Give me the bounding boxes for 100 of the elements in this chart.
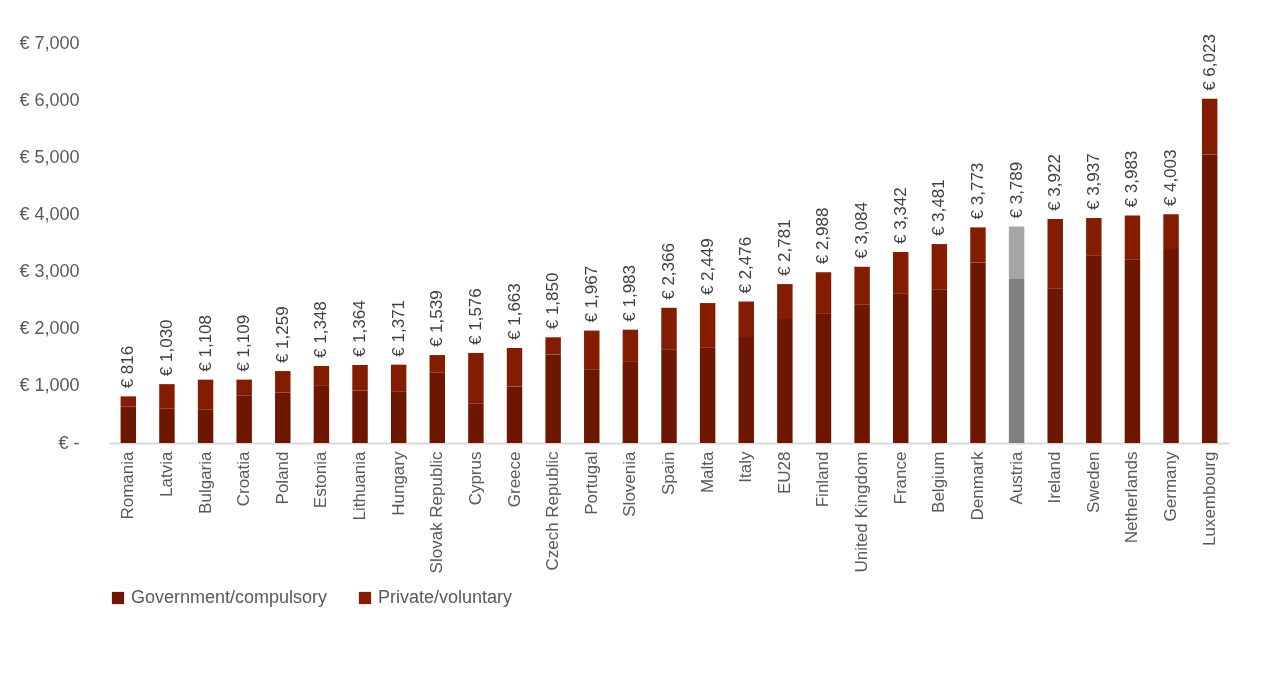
x-tick-label: Estonia xyxy=(311,450,331,509)
total-label: € 3,789 xyxy=(1006,161,1026,219)
x-tick-label: Netherlands xyxy=(1122,451,1142,544)
bar xyxy=(854,266,870,305)
bar xyxy=(622,329,639,362)
bar xyxy=(815,272,832,314)
x-tick-label: Italy xyxy=(736,451,756,483)
bar xyxy=(1201,154,1218,443)
bar xyxy=(352,365,368,391)
bar xyxy=(506,347,523,387)
total-label: € 1,967 xyxy=(581,265,601,323)
x-tick-label: Ireland xyxy=(1045,451,1065,504)
total-label: € 1,576 xyxy=(465,288,485,345)
bar xyxy=(661,307,677,350)
bar xyxy=(236,395,252,443)
bar xyxy=(1047,218,1063,289)
bar xyxy=(506,386,523,443)
bar xyxy=(313,385,330,443)
bar xyxy=(313,365,330,386)
x-tick-label: Latvia xyxy=(156,450,176,497)
bar xyxy=(545,354,561,443)
bar xyxy=(854,304,870,443)
x-tick-label: Hungary xyxy=(388,451,408,516)
bar xyxy=(661,349,677,443)
total-label: € 3,937 xyxy=(1083,153,1103,211)
bar xyxy=(468,403,484,443)
bar xyxy=(1008,279,1025,443)
y-tick-label: € - xyxy=(58,432,80,453)
total-label: € 816 xyxy=(118,345,138,389)
total-label: € 1,109 xyxy=(234,314,254,372)
bar xyxy=(1086,255,1102,443)
bar xyxy=(1124,215,1141,260)
bar xyxy=(777,284,793,319)
bar xyxy=(1201,98,1218,155)
bar xyxy=(1047,288,1063,443)
bar xyxy=(545,337,561,355)
bar xyxy=(120,406,137,443)
bar xyxy=(1086,218,1102,256)
bar xyxy=(1163,249,1179,443)
total-label: € 1,030 xyxy=(156,319,176,377)
y-tick-label: € 3,000 xyxy=(19,261,80,282)
legend-label: Government/compulsory xyxy=(131,587,328,607)
bar xyxy=(236,379,252,396)
total-label: € 2,366 xyxy=(659,243,678,300)
bar xyxy=(1124,259,1141,443)
total-label: € 2,988 xyxy=(813,207,833,265)
bar xyxy=(197,409,214,443)
bar xyxy=(738,301,754,337)
y-tick-label: € 1,000 xyxy=(19,375,80,396)
total-label: € 1,259 xyxy=(272,306,292,364)
x-tick-label: Germany xyxy=(1161,451,1181,522)
total-label: € 2,449 xyxy=(697,238,717,296)
bar xyxy=(777,319,793,443)
total-label: € 3,481 xyxy=(929,179,949,237)
x-tick-label: United Kingdom xyxy=(852,451,872,573)
x-tick-label: Austria xyxy=(1006,450,1026,505)
bar xyxy=(390,391,407,443)
total-label: € 1,108 xyxy=(195,314,215,372)
x-tick-label: Slovak Republic xyxy=(427,451,447,574)
x-tick-label: Finland xyxy=(813,451,833,508)
total-label: € 2,476 xyxy=(736,236,756,294)
x-tick-label: Belgium xyxy=(929,451,949,513)
y-tick-label: € 4,000 xyxy=(19,203,80,224)
bar xyxy=(699,347,716,443)
total-label: € 1,983 xyxy=(620,264,640,322)
x-tick-label: Lithuania xyxy=(350,450,370,521)
bar xyxy=(970,227,986,263)
bar xyxy=(429,372,445,443)
x-tick-label: Croatia xyxy=(234,450,254,507)
total-label: € 3,773 xyxy=(967,162,987,220)
total-label: € 3,342 xyxy=(890,187,910,245)
bar xyxy=(390,364,407,392)
bar xyxy=(931,289,948,443)
x-tick-label: Portugal xyxy=(581,451,601,515)
total-label: € 3,084 xyxy=(852,202,872,259)
bar xyxy=(159,384,175,409)
total-label: € 1,850 xyxy=(543,272,563,330)
total-label: € 3,922 xyxy=(1045,154,1065,211)
x-tick-label: Denmark xyxy=(967,451,987,521)
total-label: € 4,003 xyxy=(1161,149,1181,207)
x-tick-label: Poland xyxy=(272,451,292,505)
x-tick-label: EU28 xyxy=(774,451,794,495)
x-tick-label: Czech Republic xyxy=(543,451,563,571)
total-label: € 6,023 xyxy=(1199,34,1219,91)
y-tick-label: € 6,000 xyxy=(19,89,80,110)
bar xyxy=(275,371,291,393)
x-tick-label: Romania xyxy=(118,450,138,520)
bar xyxy=(1008,226,1025,279)
bar xyxy=(815,313,832,443)
x-tick-label: Malta xyxy=(697,450,717,494)
bar xyxy=(622,361,639,443)
y-tick-label: € 7,000 xyxy=(19,32,80,53)
x-tick-label: Cyprus xyxy=(465,451,485,506)
x-tick-label: Greece xyxy=(504,451,524,508)
x-tick-label: France xyxy=(890,451,910,505)
bar xyxy=(468,352,484,404)
bar xyxy=(699,303,716,348)
bar xyxy=(931,244,948,290)
x-tick-label: Luxembourg xyxy=(1199,451,1219,547)
bar xyxy=(197,379,214,410)
